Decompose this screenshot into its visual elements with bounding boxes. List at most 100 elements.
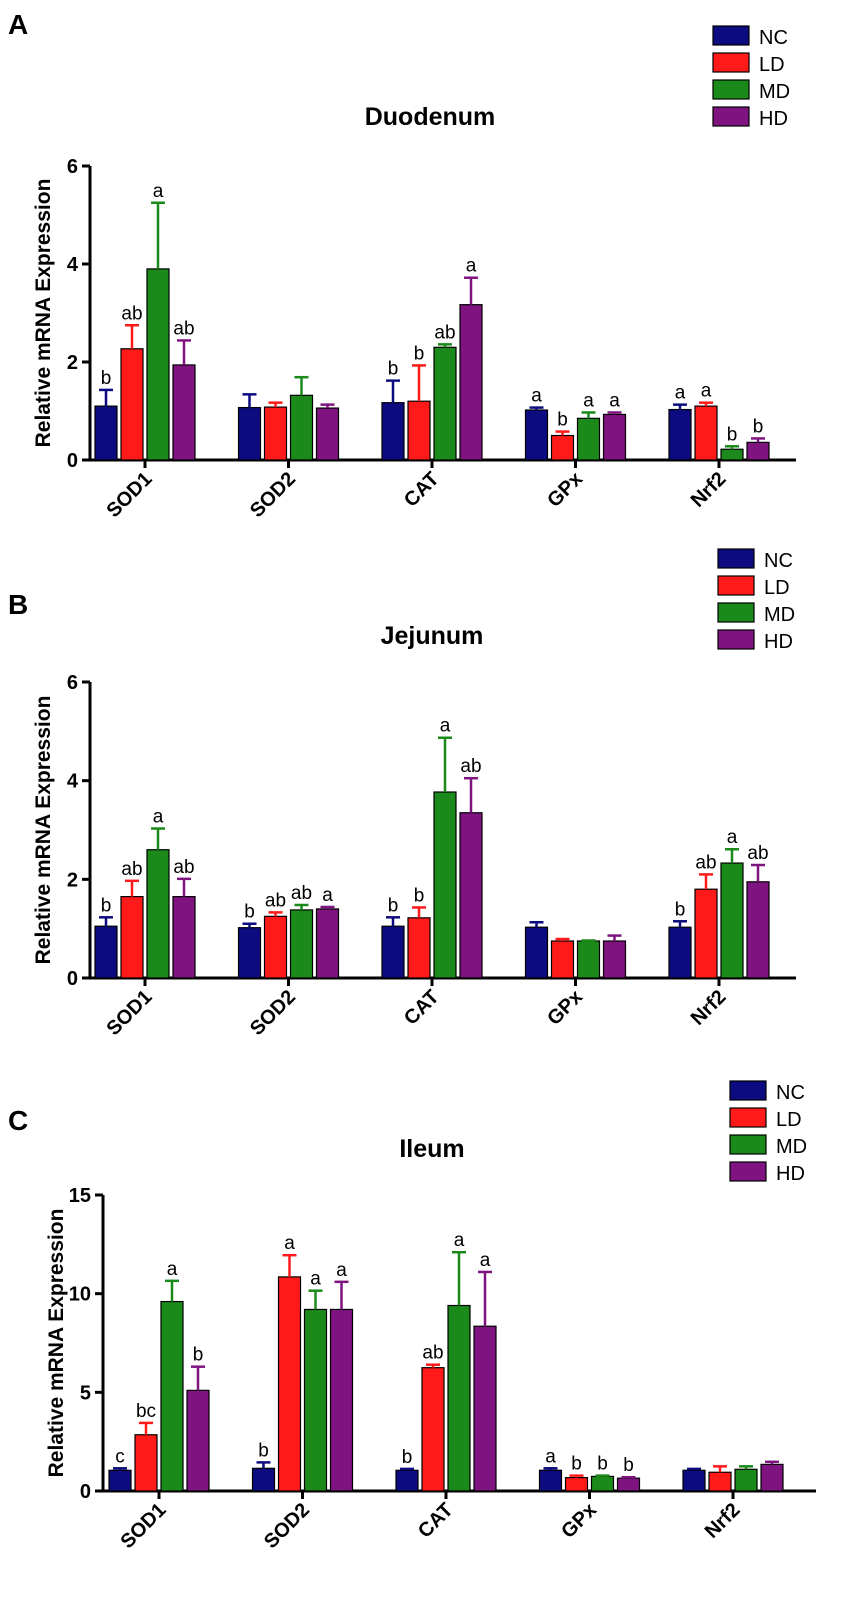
bar-ld-sod2 [263, 915, 288, 979]
significance-label: b [557, 410, 568, 431]
legend-label-hd: HD [776, 1163, 805, 1185]
bar-nc-cat [381, 402, 405, 461]
legend-swatch-hd [717, 629, 755, 650]
significance-label: b [597, 1454, 608, 1475]
bar-hd-cat [459, 304, 483, 461]
bar-hd-sod2 [315, 908, 340, 979]
bar-md-cat [433, 791, 457, 979]
significance-label: b [753, 416, 764, 437]
significance-label: b [623, 1455, 634, 1476]
bar-md-gpx [576, 940, 601, 979]
y-axis-label: Relative mRNA Expression [32, 696, 55, 965]
x-tick-label: Nrf2 [687, 986, 731, 1030]
significance-label: b [388, 359, 399, 380]
bar-hd-sod1 [172, 895, 196, 979]
significance-label: a [440, 716, 451, 737]
x-tick-label: CAT [400, 986, 444, 1030]
significance-label: a [466, 256, 477, 277]
y-tick-label: 4 [67, 254, 79, 276]
y-tick-label: 0 [67, 968, 78, 990]
bar-nc-nrf2 [668, 408, 692, 461]
significance-label: a [727, 827, 738, 848]
bar-md-sod1 [160, 1300, 184, 1492]
significance-label: ab [460, 756, 481, 777]
bar-hd-cat [459, 812, 483, 979]
significance-label: b [244, 902, 255, 923]
chart-panel-c: C Ileum Relative mRNA Expression 0 5 10 15 SOD1… [8, 1080, 816, 1553]
chart-title: Jejunum [381, 622, 484, 650]
bar-md-gpx [590, 1475, 615, 1492]
bar-hd-gpx [602, 940, 627, 979]
significance-label: a [322, 885, 333, 906]
significance-label: ab [434, 322, 455, 343]
significance-label: a [153, 807, 164, 828]
y-tick-label: 5 [80, 1382, 91, 1404]
bar-hd-nrf2 [746, 441, 770, 461]
bar-hd-sod2 [329, 1308, 354, 1492]
significance-label: a [336, 1260, 347, 1281]
bar-ld-nrf2 [708, 1471, 732, 1492]
legend-label-nc: NC [764, 550, 793, 572]
significance-label: b [193, 1345, 204, 1366]
significance-label: ab [747, 843, 768, 864]
chart-panel-b: B Jejunum Relative mRNA Expression 0 2 4 6 SOD1… [8, 548, 796, 1040]
legend-label-nc: NC [759, 27, 788, 49]
bar-ld-gpx [564, 1476, 589, 1492]
significance-label: c [115, 1446, 125, 1467]
significance-label: a [480, 1250, 491, 1271]
significance-label: bc [136, 1401, 156, 1422]
legend-swatch-hd [729, 1161, 767, 1182]
bar-nc-sod1 [108, 1469, 132, 1492]
significance-label: ab [121, 303, 142, 324]
legend-label-nc: NC [776, 1082, 805, 1104]
legend-label-hd: HD [764, 631, 793, 653]
significance-label: ab [291, 883, 312, 904]
significance-label: b [414, 343, 425, 364]
significance-label: ab [695, 852, 716, 873]
significance-label: b [101, 368, 112, 389]
legend-label-ld: LD [759, 54, 785, 76]
significance-label: ab [265, 890, 286, 911]
bar-nc-sod2 [237, 927, 262, 979]
y-tick-label: 4 [67, 771, 79, 793]
bar-md-nrf2 [734, 1468, 758, 1492]
legend-label-hd: HD [759, 108, 788, 130]
significance-label: b [101, 895, 112, 916]
bar-hd-gpx [616, 1477, 641, 1492]
bar-md-sod2 [289, 394, 314, 461]
bar-hd-sod1 [186, 1389, 210, 1492]
bar-md-sod2 [289, 909, 314, 979]
bar-md-cat [447, 1304, 471, 1492]
significance-label: b [675, 899, 686, 920]
chart-title: Duodenum [365, 103, 496, 131]
bar-ld-cat [421, 1367, 445, 1492]
y-axis-label: Relative mRNA Expression [32, 179, 55, 448]
significance-label: a [310, 1269, 321, 1290]
legend-label-md: MD [759, 81, 790, 103]
legend-label-ld: LD [764, 577, 790, 599]
bar-nc-cat [395, 1469, 419, 1492]
significance-label: b [727, 424, 738, 445]
bar-ld-sod2 [263, 406, 288, 461]
bar-nc-cat [381, 925, 405, 979]
y-tick-label: 10 [69, 1284, 91, 1306]
legend-swatch-ld [717, 575, 755, 596]
significance-label: b [258, 1440, 269, 1461]
legend-swatch-md [717, 602, 755, 623]
significance-label: a [153, 181, 164, 202]
legend-swatch-hd [712, 106, 750, 127]
significance-label: ab [173, 318, 194, 339]
bar-ld-sod2 [277, 1276, 302, 1492]
bar-nc-nrf2 [668, 926, 692, 979]
bar-nc-gpx [524, 926, 549, 979]
bar-ld-cat [407, 917, 431, 979]
bar-nc-sod1 [94, 405, 118, 461]
bar-ld-sod1 [120, 348, 144, 461]
x-tick-label: Nrf2 [687, 468, 731, 512]
bar-nc-sod2 [237, 406, 262, 461]
significance-label: a [583, 390, 594, 411]
y-tick-label: 2 [67, 352, 78, 374]
bar-md-nrf2 [720, 862, 744, 979]
bar-nc-sod2 [251, 1467, 276, 1492]
